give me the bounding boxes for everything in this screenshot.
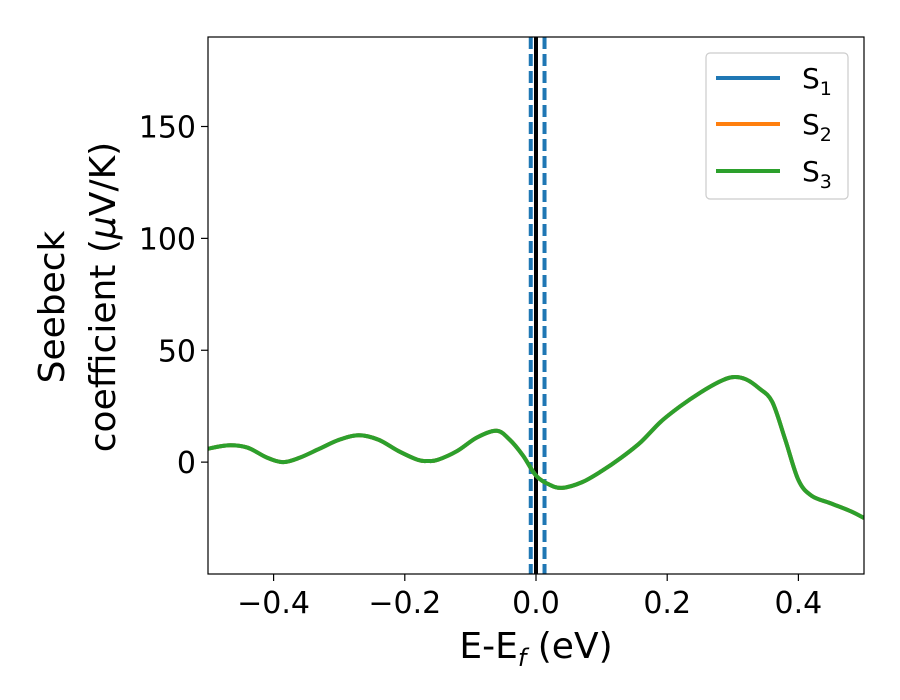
y-tick-label: 150 xyxy=(139,111,196,146)
x-axis-label: E-Ef (eV) xyxy=(459,626,612,672)
x-tick-label: 0.4 xyxy=(775,586,823,621)
series-line-s3 xyxy=(208,375,864,520)
y-axis-label-line1: Seebeck xyxy=(32,230,73,383)
x-tick-label: −0.2 xyxy=(368,586,441,621)
y-axis-label-line2: coefficient (μV/K) xyxy=(83,142,124,452)
legend-label-s2: S2 xyxy=(802,108,832,146)
y-tick-label: 0 xyxy=(177,446,196,481)
x-tick-label: 0.2 xyxy=(643,586,691,621)
legend-label-s1: S1 xyxy=(802,62,832,100)
y-tick-label: 50 xyxy=(158,334,196,369)
x-tick-label: −0.4 xyxy=(237,586,310,621)
legend: S1 S2 S3 xyxy=(705,52,849,200)
x-tick-label: 0.0 xyxy=(512,586,560,621)
y-tick-label: 100 xyxy=(139,222,196,257)
legend-label-s3: S3 xyxy=(802,155,832,193)
